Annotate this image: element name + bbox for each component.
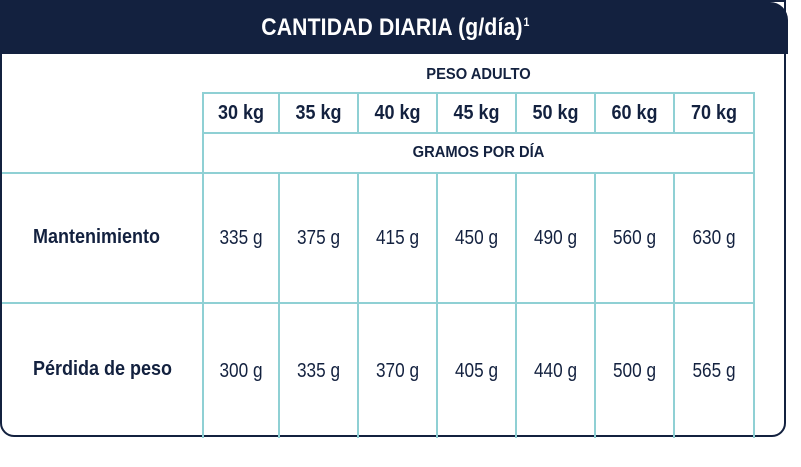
perdida-value-60: 500 g	[612, 359, 657, 382]
grid-line-between-rows	[2, 302, 755, 304]
grid-line-body-col-6	[673, 172, 675, 438]
weight-header-45: 45 kg	[453, 101, 500, 124]
perdida-value-50: 440 g	[533, 359, 578, 382]
grid-line-col-3	[436, 92, 438, 132]
perdida-value-70: 565 g	[692, 359, 736, 382]
grid-line-below-units	[2, 172, 755, 174]
title-bar: CANTIDAD DIARIA (g/día)1	[2, 2, 788, 54]
grid-line-top	[202, 92, 755, 94]
grid-line-below-weights	[202, 132, 755, 134]
weight-header-40: 40 kg	[374, 101, 421, 124]
mantenimiento-value-40: 415 g	[375, 226, 420, 249]
grid-line-body-col-2	[357, 172, 359, 438]
title-text: CANTIDAD DIARIA (g/día)	[260, 14, 523, 41]
mantenimiento-value-60: 560 g	[612, 226, 657, 249]
grid-line-col-4	[515, 92, 517, 132]
mantenimiento-value-50: 490 g	[533, 226, 578, 249]
grid-line-body-col-5	[594, 172, 596, 438]
feeding-table: 30 kg 35 kg 40 kg 45 kg 50 kg 60 kg 70 k…	[2, 92, 755, 438]
weight-header-30: 30 kg	[217, 101, 265, 124]
grid-line-body-col-4	[515, 172, 517, 438]
row-label-mantenimiento: Mantenimiento	[33, 226, 161, 248]
weight-header-35: 35 kg	[295, 101, 342, 124]
mantenimiento-value-30: 335 g	[219, 226, 263, 249]
grid-line-body-col-1	[278, 172, 280, 438]
grid-line-col-7	[753, 92, 755, 438]
grid-line-col-0	[202, 92, 204, 438]
feeding-card: CANTIDAD DIARIA (g/día)1 PESO ADULTO Man…	[0, 0, 788, 438]
weight-header-60: 60 kg	[611, 101, 658, 124]
card-title: CANTIDAD DIARIA (g/día)1	[261, 14, 529, 42]
title-footnote-marker: 1	[523, 15, 530, 29]
perdida-value-40: 370 g	[375, 359, 420, 382]
perdida-value-45: 405 g	[454, 359, 499, 382]
grid-line-col-1	[278, 92, 280, 132]
peso-adulto-header: PESO ADULTO	[426, 66, 531, 83]
perdida-value-35: 335 g	[296, 359, 341, 382]
weight-header-50: 50 kg	[532, 101, 579, 124]
grid-line-body-col-3	[436, 172, 438, 438]
weight-header-70: 70 kg	[690, 101, 738, 124]
mantenimiento-value-35: 375 g	[296, 226, 341, 249]
grid-line-col-6	[673, 92, 675, 132]
perdida-value-30: 300 g	[219, 359, 263, 382]
row-label-perdida-de-peso: Pérdida de peso	[33, 358, 173, 380]
gramos-por-dia-header: GRAMOS POR DÍA	[412, 144, 545, 161]
grid-line-col-2	[357, 92, 359, 132]
mantenimiento-value-45: 450 g	[454, 226, 499, 249]
grid-line-col-5	[594, 92, 596, 132]
mantenimiento-value-70: 630 g	[692, 226, 736, 249]
